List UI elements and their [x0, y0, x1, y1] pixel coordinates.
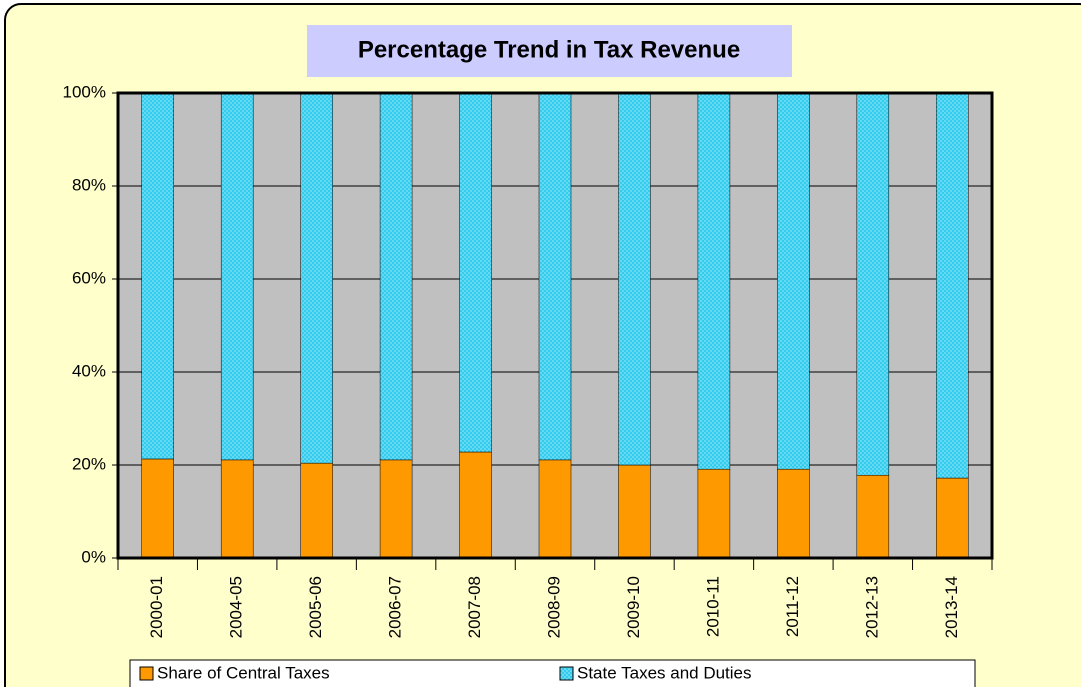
- bar-segment: [936, 92, 969, 479]
- chart-title: Percentage Trend in Tax Revenue: [358, 36, 740, 63]
- bar-segment: [300, 462, 333, 559]
- x-tick-label: 2000-01: [147, 576, 166, 638]
- x-tick-label: 2010-11: [703, 576, 722, 637]
- legend-label: Share of Central Taxes: [157, 663, 330, 682]
- x-tick-label: 2009-10: [624, 576, 643, 638]
- bar-segment: [697, 92, 731, 470]
- bar-segment: [141, 458, 174, 559]
- legend-swatch: [559, 666, 574, 681]
- bar-segment: [777, 92, 810, 470]
- x-tick-label: 2007-08: [465, 576, 484, 638]
- bar-segment: [459, 451, 492, 559]
- bar-segment: [777, 468, 810, 559]
- x-tick-label: 2004-05: [227, 576, 246, 638]
- y-tick-label: 60%: [72, 268, 106, 287]
- bar-segment: [618, 92, 651, 466]
- legend-label: State Taxes and Duties: [577, 663, 752, 682]
- y-tick-label: 80%: [72, 175, 106, 194]
- bar-segment: [220, 92, 254, 461]
- x-tick-label: 2008-09: [544, 576, 563, 638]
- x-tick-label: 2011-12: [783, 576, 802, 637]
- bar-segment: [697, 468, 731, 559]
- bar-segment: [220, 459, 254, 559]
- y-tick-label: 100%: [63, 82, 106, 101]
- x-tick-label: 2013-14: [942, 576, 961, 638]
- plot-border: [116, 91, 994, 560]
- x-tick-label: 2012-13: [862, 576, 881, 638]
- legend-swatch: [139, 666, 154, 681]
- bar-segment: [300, 92, 333, 464]
- bar-segment: [538, 459, 572, 559]
- y-tick-label: 20%: [72, 454, 106, 473]
- bar-segment: [379, 92, 413, 461]
- bar-segment: [538, 92, 572, 461]
- x-tick-label: 2006-07: [386, 576, 405, 638]
- bar-segment: [856, 92, 890, 476]
- legend-box: [129, 659, 976, 687]
- bar-segment: [459, 92, 492, 453]
- bar-segment: [379, 459, 413, 559]
- bar-segment: [936, 477, 969, 559]
- x-tick-label: 2005-06: [306, 576, 325, 638]
- y-tick-label: 0%: [81, 547, 106, 566]
- bar-segment: [856, 474, 890, 559]
- y-tick-label: 40%: [72, 361, 106, 380]
- bar-segment: [141, 92, 174, 460]
- bar-segment: [618, 464, 651, 559]
- title-box: [307, 25, 792, 77]
